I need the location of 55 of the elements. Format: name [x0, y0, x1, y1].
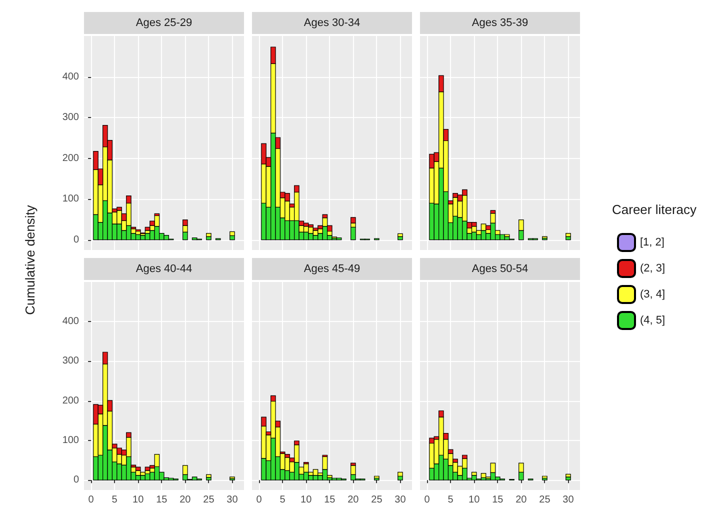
y-tick-label: 400 — [62, 316, 80, 328]
x-tick-label: 0 — [88, 494, 94, 506]
y-tick-label: 400 — [62, 71, 80, 82]
legend-title: Career literacy — [612, 202, 698, 217]
bar — [206, 232, 212, 237]
x-tick-label: 30 — [394, 494, 406, 506]
x-tick-label: 15 — [492, 494, 504, 506]
legend-label: (2, 3] — [640, 262, 666, 274]
legend-label: (4, 5] — [640, 314, 666, 326]
y-tick-label: 300 — [62, 112, 80, 124]
x-tick-label: 10 — [132, 494, 144, 506]
y-tick-label: 0 — [73, 234, 80, 246]
y-tick-label: 0 — [73, 474, 80, 486]
bar — [230, 231, 235, 236]
x-tick-label: 10 — [300, 494, 312, 506]
x-tick-label: 0 — [424, 494, 430, 506]
x-tick-label: 10 — [468, 494, 480, 506]
y-tick-label: 200 — [62, 152, 80, 164]
bar — [350, 217, 356, 224]
x-tick-label: 25 — [539, 494, 551, 506]
y-tick-label: 100 — [62, 194, 80, 205]
x-tick-label: 5 — [448, 494, 454, 506]
x-tick-label: 20 — [516, 494, 528, 506]
x-tick-label: 30 — [226, 494, 238, 506]
x-tick-label: 5 — [112, 494, 118, 506]
bar — [566, 232, 571, 237]
chart-title: Ages 35-39 — [472, 17, 528, 29]
bar — [398, 476, 403, 480]
y-tick-label: 100 — [62, 434, 80, 446]
legend-label: [1, 2] — [640, 236, 664, 248]
y-axis-title: Cumulative density — [22, 204, 38, 315]
chart-title: Ages 50-54 — [472, 263, 528, 275]
chart-title: Ages 45-49 — [304, 263, 360, 275]
x-tick-label: 20 — [180, 494, 192, 506]
bar — [206, 477, 212, 480]
x-tick-label: 15 — [156, 494, 168, 506]
chart-title: Ages 40-44 — [136, 263, 192, 275]
chart-title: Ages 25-29 — [136, 17, 192, 29]
chart-title: Ages 30-34 — [304, 17, 360, 29]
y-tick-label: 300 — [62, 356, 80, 367]
x-tick-label: 25 — [371, 494, 383, 506]
bar — [398, 233, 403, 237]
x-tick-label: 25 — [203, 494, 215, 506]
x-tick-label: 0 — [256, 494, 262, 506]
bar — [350, 226, 356, 240]
legend-label: (3, 4] — [640, 288, 666, 300]
bar — [230, 235, 235, 240]
bar — [206, 474, 212, 478]
x-tick-label: 20 — [348, 494, 360, 506]
bar — [566, 474, 571, 478]
x-tick-label: 30 — [562, 494, 574, 506]
x-tick-label: 15 — [324, 494, 336, 506]
y-tick-label: 200 — [62, 395, 80, 406]
bar — [398, 472, 403, 476]
x-tick-label: 5 — [280, 494, 286, 506]
